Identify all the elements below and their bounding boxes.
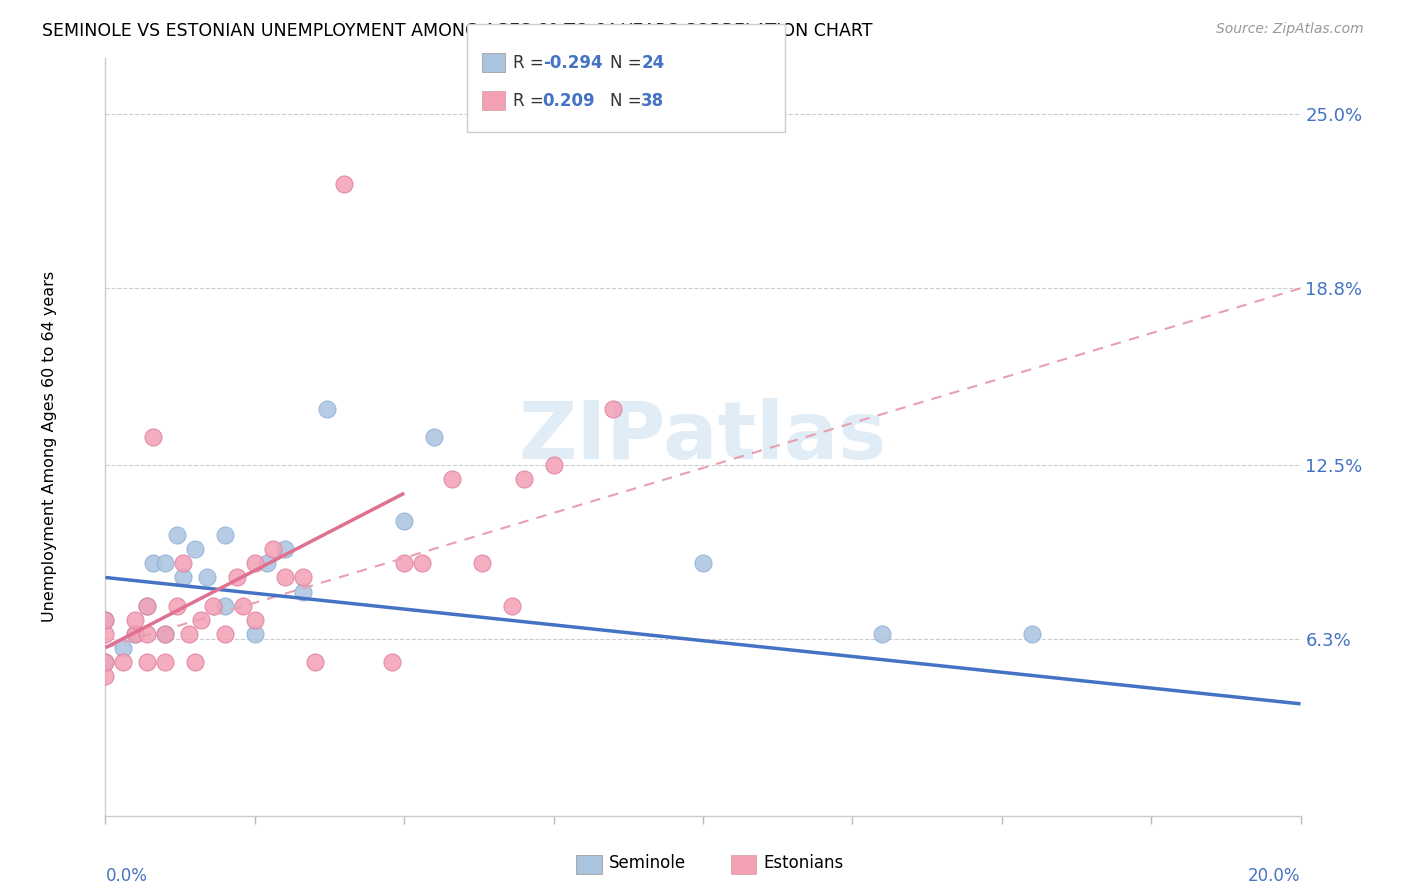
Point bbox=[214, 599, 236, 613]
Point bbox=[513, 472, 536, 486]
Point bbox=[172, 570, 194, 584]
Point bbox=[333, 178, 356, 192]
Point bbox=[124, 613, 146, 627]
Point bbox=[112, 640, 135, 655]
Point bbox=[304, 655, 326, 669]
Point bbox=[112, 655, 135, 669]
Point bbox=[256, 557, 278, 571]
Text: R =: R = bbox=[513, 92, 550, 110]
Point bbox=[195, 570, 218, 584]
Point bbox=[411, 557, 433, 571]
Point bbox=[214, 626, 236, 640]
Point bbox=[273, 570, 295, 584]
Text: 0.0%: 0.0% bbox=[105, 867, 148, 885]
Text: Unemployment Among Ages 60 to 64 years: Unemployment Among Ages 60 to 64 years bbox=[42, 270, 56, 622]
Point bbox=[172, 557, 194, 571]
Point bbox=[394, 557, 416, 571]
Text: 38: 38 bbox=[641, 92, 664, 110]
Point bbox=[94, 626, 117, 640]
Point bbox=[124, 626, 146, 640]
Point bbox=[273, 542, 295, 557]
Point bbox=[381, 655, 404, 669]
Point bbox=[291, 570, 314, 584]
Point bbox=[136, 626, 159, 640]
Point bbox=[1021, 626, 1043, 640]
Text: SEMINOLE VS ESTONIAN UNEMPLOYMENT AMONG AGES 60 TO 64 YEARS CORRELATION CHART: SEMINOLE VS ESTONIAN UNEMPLOYMENT AMONG … bbox=[42, 22, 873, 40]
Text: N =: N = bbox=[610, 54, 647, 71]
Point bbox=[394, 514, 416, 528]
Text: -0.294: -0.294 bbox=[543, 54, 602, 71]
Point bbox=[501, 599, 523, 613]
Point bbox=[692, 557, 714, 571]
Point bbox=[232, 599, 254, 613]
Point bbox=[243, 626, 266, 640]
Point bbox=[291, 584, 314, 599]
Point bbox=[94, 613, 117, 627]
Point bbox=[94, 669, 117, 683]
Text: 24: 24 bbox=[641, 54, 665, 71]
Point bbox=[124, 626, 146, 640]
Text: Seminole: Seminole bbox=[609, 855, 686, 872]
Point bbox=[872, 626, 894, 640]
Text: Estonians: Estonians bbox=[763, 855, 844, 872]
Point bbox=[94, 613, 117, 627]
Point bbox=[184, 542, 207, 557]
Point bbox=[155, 655, 177, 669]
Point bbox=[423, 430, 446, 444]
Point bbox=[602, 402, 624, 417]
Point bbox=[155, 626, 177, 640]
Point bbox=[543, 458, 565, 472]
Text: 20.0%: 20.0% bbox=[1249, 867, 1301, 885]
Point bbox=[142, 557, 165, 571]
Point bbox=[136, 599, 159, 613]
Text: Source: ZipAtlas.com: Source: ZipAtlas.com bbox=[1216, 22, 1364, 37]
Text: 0.209: 0.209 bbox=[543, 92, 595, 110]
Point bbox=[190, 613, 212, 627]
Point bbox=[94, 655, 117, 669]
Point bbox=[243, 613, 266, 627]
Point bbox=[166, 528, 188, 542]
Point bbox=[155, 626, 177, 640]
Point bbox=[136, 655, 159, 669]
Point bbox=[471, 557, 494, 571]
Text: R =: R = bbox=[513, 54, 550, 71]
Point bbox=[262, 542, 284, 557]
Text: N =: N = bbox=[610, 92, 647, 110]
Text: ZIPatlas: ZIPatlas bbox=[519, 398, 887, 476]
Point bbox=[441, 472, 464, 486]
Point bbox=[184, 655, 207, 669]
Point bbox=[315, 402, 337, 417]
Point bbox=[202, 599, 225, 613]
Point bbox=[136, 599, 159, 613]
Point bbox=[177, 626, 201, 640]
Point bbox=[225, 570, 249, 584]
Point bbox=[94, 655, 117, 669]
Point bbox=[243, 557, 266, 571]
Point bbox=[155, 557, 177, 571]
Point bbox=[142, 430, 165, 444]
Point bbox=[166, 599, 188, 613]
Point bbox=[214, 528, 236, 542]
